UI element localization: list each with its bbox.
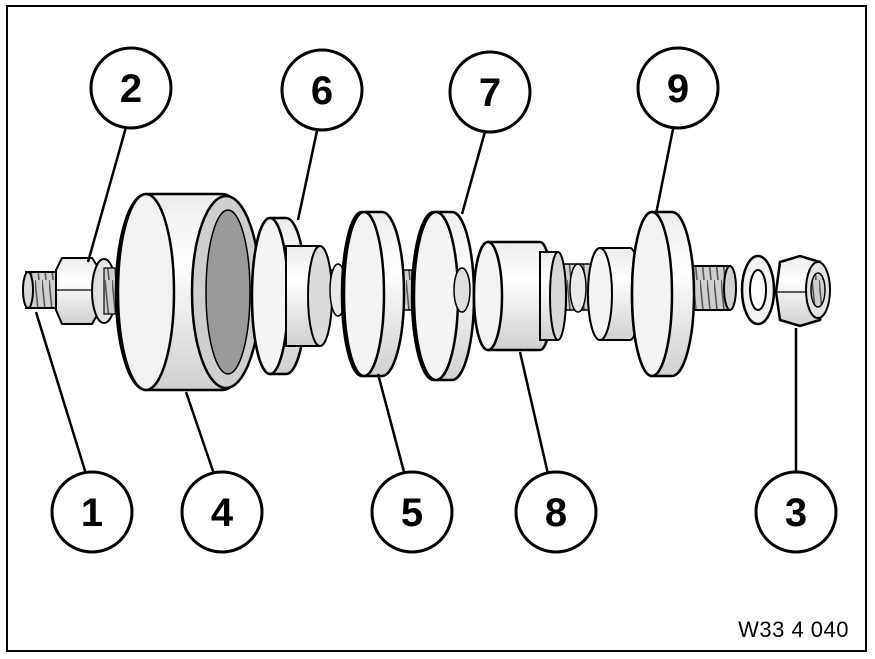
washer-plate-5 xyxy=(340,210,406,378)
sleeve xyxy=(114,192,262,392)
spindle-nut xyxy=(55,257,123,325)
hex-nut-3 xyxy=(774,254,831,328)
callout-4-label: 4 xyxy=(211,491,234,535)
callout-3: 3 xyxy=(754,470,838,554)
callout-9-label: 9 xyxy=(667,67,689,111)
callout-9: 9 xyxy=(636,46,720,130)
callout-8: 8 xyxy=(514,470,598,554)
callout-1: 1 xyxy=(50,470,134,554)
small-washer xyxy=(740,254,776,326)
callout-5-label: 5 xyxy=(401,491,423,535)
callout-2: 2 xyxy=(89,46,173,130)
callout-3-label: 3 xyxy=(785,491,807,535)
callout-6: 6 xyxy=(280,48,364,132)
figure-reference-code: W33 4 040 xyxy=(738,617,849,642)
callout-7: 7 xyxy=(448,50,532,134)
sleeve-8 xyxy=(472,240,587,352)
pressure-plate-6 xyxy=(250,216,347,376)
leader-lines xyxy=(34,119,798,476)
callout-4: 4 xyxy=(180,470,264,554)
pressure-plate-7 xyxy=(410,210,476,382)
callout-7-label: 7 xyxy=(479,71,501,115)
callout-1-label: 1 xyxy=(81,491,103,535)
callout-2-label: 2 xyxy=(120,67,142,111)
pressure-plate-9 xyxy=(587,210,696,378)
callout-8-label: 8 xyxy=(545,491,567,535)
callout-5: 5 xyxy=(370,470,454,554)
callout-6-label: 6 xyxy=(311,69,333,113)
